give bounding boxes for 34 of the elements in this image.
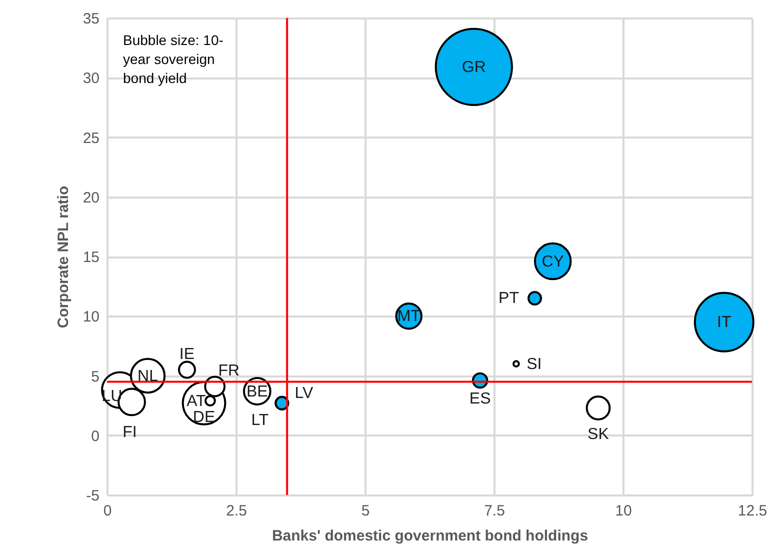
annotation: LV — [294, 385, 314, 402]
annotation: Bubble size: 10-year sovereign bond yield — [123, 32, 224, 86]
y-tick-label: 0 — [91, 428, 100, 445]
y-tick-label: -5 — [86, 488, 100, 504]
annotation: IE — [179, 346, 195, 363]
y-axis-title: Corporate NPL ratio — [54, 186, 72, 328]
x-tick-label: 7.5 — [484, 502, 505, 520]
annotation: SK — [588, 426, 610, 443]
annotation: BE — [246, 383, 268, 400]
x-tick-label: 2.5 — [226, 502, 247, 520]
x-axis-title: Banks' domestic government bond holdings — [272, 528, 588, 544]
annotation: ES — [469, 390, 491, 408]
y-tick-label: 30 — [82, 70, 100, 88]
y-tick-label: 35 — [82, 10, 100, 28]
annotation: FI — [122, 424, 137, 441]
annotation: LT — [251, 412, 269, 430]
y-tick-label: 10 — [82, 308, 100, 326]
x-tick-label: 10 — [615, 502, 632, 520]
annotation: SI — [526, 356, 542, 373]
x-tick-label: 5 — [361, 502, 370, 520]
y-tick-label: 20 — [82, 189, 100, 206]
annotation: DE — [192, 409, 216, 426]
x-tick-label: 12.5 — [738, 502, 768, 520]
annotation: PT — [498, 290, 520, 308]
annotation: GR — [462, 58, 486, 76]
annotation: MT — [397, 308, 421, 326]
annotation: CY — [542, 253, 564, 270]
y-tick-label: 5 — [91, 368, 100, 386]
annotation: FR — [218, 362, 240, 380]
x-tick-label: 0 — [103, 502, 112, 520]
y-tick-label: 25 — [82, 130, 100, 147]
y-tick-label: 15 — [82, 249, 100, 266]
annotation: AT — [186, 392, 206, 410]
annotation: IT — [717, 314, 732, 332]
